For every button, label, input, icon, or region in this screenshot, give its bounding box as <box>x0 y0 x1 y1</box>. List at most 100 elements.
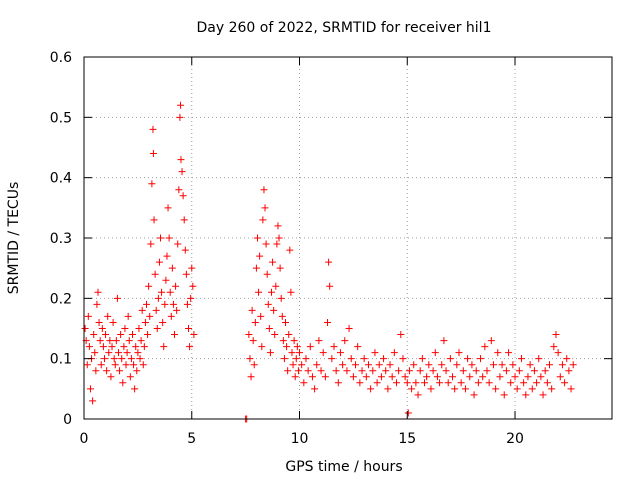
data-point <box>330 343 338 351</box>
data-point <box>358 367 366 375</box>
data-point <box>181 246 189 254</box>
data-point <box>166 288 174 296</box>
data-point <box>336 349 344 357</box>
data-point <box>98 325 106 332</box>
data-point <box>461 385 469 393</box>
data-point <box>246 355 254 363</box>
data-point <box>132 343 140 351</box>
data-point <box>274 222 282 230</box>
data-point <box>133 367 141 375</box>
data-point <box>483 367 491 375</box>
data-point <box>552 331 560 339</box>
data-point <box>255 288 263 296</box>
data-point <box>541 367 549 375</box>
data-point <box>261 204 269 212</box>
x-tick-label: 15 <box>398 431 416 447</box>
data-point <box>371 349 379 357</box>
data-point <box>271 331 279 339</box>
data-point <box>455 349 463 357</box>
data-point <box>280 355 288 363</box>
data-point <box>392 379 400 387</box>
data-point <box>97 361 105 369</box>
data-point <box>343 367 351 375</box>
data-point <box>108 343 116 351</box>
data-point <box>251 318 259 326</box>
data-point <box>468 361 476 369</box>
data-point <box>247 373 255 381</box>
data-point <box>380 355 388 363</box>
data-point <box>313 361 321 369</box>
data-point <box>175 186 183 194</box>
data-point <box>528 385 536 393</box>
data-point <box>257 312 265 320</box>
data-point <box>252 264 260 272</box>
data-point <box>369 367 377 375</box>
data-point <box>563 355 571 363</box>
data-point <box>113 294 121 302</box>
data-point <box>279 337 287 345</box>
data-point <box>554 349 562 357</box>
data-point <box>429 367 437 375</box>
data-point <box>84 312 92 320</box>
data-point <box>328 355 336 363</box>
x-tick-label: 0 <box>80 431 89 447</box>
data-point <box>522 391 530 399</box>
data-point <box>272 282 280 290</box>
data-points <box>81 101 577 423</box>
data-point <box>364 361 372 369</box>
data-point <box>377 373 385 381</box>
data-point <box>285 331 293 339</box>
data-point <box>162 276 170 284</box>
data-point <box>464 355 472 363</box>
data-point <box>449 373 457 381</box>
y-tick-label: 0 <box>63 412 72 428</box>
data-point <box>487 337 495 345</box>
data-point <box>109 318 117 326</box>
data-point <box>160 343 168 351</box>
data-point <box>292 355 300 363</box>
data-point <box>360 355 368 363</box>
data-point <box>96 337 104 345</box>
data-point <box>167 312 175 320</box>
data-point <box>556 373 564 381</box>
data-point <box>399 355 407 363</box>
data-point <box>114 349 122 357</box>
data-point <box>157 234 165 242</box>
data-point <box>296 349 304 357</box>
data-point <box>438 361 446 369</box>
data-point <box>373 379 381 387</box>
data-point <box>414 391 422 399</box>
data-point <box>121 325 129 332</box>
data-point <box>161 300 169 308</box>
data-point <box>298 361 306 369</box>
data-point <box>155 258 163 266</box>
data-point <box>354 343 362 351</box>
y-axis-label: SRMTID / TECUs <box>6 182 22 295</box>
data-point <box>526 361 534 369</box>
data-point <box>93 300 101 308</box>
data-point <box>446 355 454 363</box>
data-point <box>436 379 444 387</box>
data-point <box>485 379 493 387</box>
data-point <box>86 385 94 393</box>
data-point <box>147 240 155 248</box>
data-point <box>524 373 532 381</box>
data-point <box>123 349 131 357</box>
data-point <box>149 150 157 158</box>
data-point <box>492 385 500 393</box>
data-point <box>168 264 176 272</box>
data-point <box>286 246 294 254</box>
data-point <box>253 234 261 242</box>
chart-title: Day 260 of 2022, SRMTID for receiver hil… <box>197 20 492 36</box>
data-point <box>494 349 502 357</box>
data-point <box>110 355 118 363</box>
data-point <box>264 300 272 308</box>
data-point <box>85 343 93 351</box>
data-point <box>266 349 274 357</box>
y-tick-label: 0.2 <box>50 291 72 307</box>
data-point <box>397 331 405 339</box>
x-tick-label: 5 <box>187 431 196 447</box>
data-point <box>250 361 258 369</box>
data-point <box>185 325 193 332</box>
